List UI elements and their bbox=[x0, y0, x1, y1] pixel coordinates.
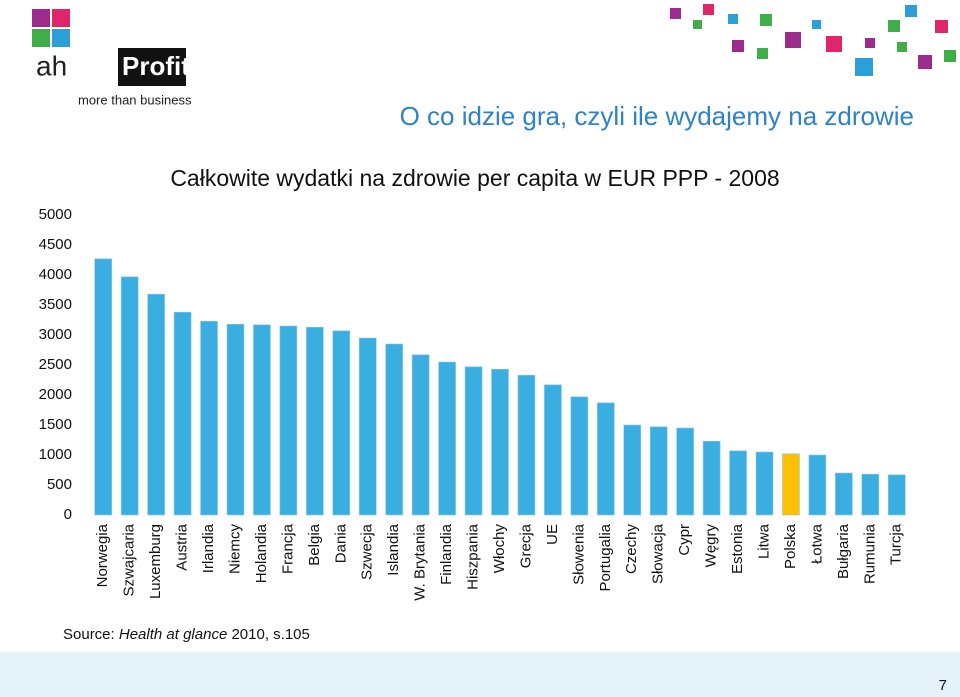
y-tick-label: 500 bbox=[47, 476, 72, 493]
chart-title: Całkowite wydatki na zdrowie per capita … bbox=[170, 165, 779, 191]
bar bbox=[676, 427, 694, 516]
bar bbox=[887, 474, 906, 516]
x-tick-label: Finlandia bbox=[438, 523, 455, 585]
x-tick-label: W. Brytania bbox=[412, 523, 429, 600]
y-tick-label: 0 bbox=[64, 506, 72, 523]
bar bbox=[173, 311, 192, 516]
bar bbox=[385, 343, 403, 516]
bar bbox=[332, 330, 351, 516]
x-tick-label: Luxemburg bbox=[147, 524, 164, 599]
logo-ah: ah bbox=[36, 50, 67, 81]
x-tick-label: Holandia bbox=[253, 523, 270, 583]
y-tick-label: 5000 bbox=[39, 206, 72, 223]
x-tick-label: Irlandia bbox=[200, 523, 217, 573]
x-tick-label: Szwecja bbox=[359, 523, 376, 580]
source-prefix: Source: bbox=[63, 626, 119, 643]
page-number: 7 bbox=[939, 677, 947, 694]
y-tick-label: 2000 bbox=[39, 386, 72, 403]
y-tick-label: 2500 bbox=[39, 356, 72, 373]
bar bbox=[702, 440, 721, 516]
x-tick-label: Niemcy bbox=[226, 524, 243, 575]
x-tick-label: Słowenia bbox=[570, 523, 587, 585]
bar bbox=[517, 374, 536, 516]
bar bbox=[411, 354, 430, 516]
bar bbox=[861, 473, 880, 516]
y-tick-label: 4000 bbox=[39, 266, 72, 283]
bar bbox=[147, 293, 165, 516]
y-tick-label: 4500 bbox=[39, 236, 72, 253]
x-tick-label: Portugalia bbox=[597, 523, 614, 591]
x-tick-label: Słowacja bbox=[650, 523, 667, 584]
source-suffix: 2010, s.105 bbox=[227, 626, 310, 643]
source: Source: Health at glance 2010, s.105 bbox=[63, 626, 310, 643]
x-tick-label: Litwa bbox=[755, 523, 772, 559]
bar bbox=[623, 424, 642, 516]
y-tick-label: 1500 bbox=[39, 416, 72, 433]
x-tick-label: Łotwa bbox=[808, 523, 825, 564]
logo-squares bbox=[32, 9, 70, 47]
x-tick-label: Bułgaria bbox=[835, 523, 852, 579]
x-tick-label: Islandia bbox=[385, 523, 402, 575]
bar bbox=[597, 402, 615, 516]
bar bbox=[649, 426, 668, 516]
bar bbox=[94, 258, 113, 516]
x-tick-label: Turcja bbox=[888, 523, 905, 565]
x-tick-label: Austria bbox=[174, 523, 191, 570]
x-tick-label: Węgry bbox=[703, 524, 720, 568]
x-tick-label: Estonia bbox=[729, 523, 746, 574]
bar bbox=[253, 324, 271, 516]
x-tick-label: Polska bbox=[782, 523, 799, 569]
bar bbox=[358, 337, 377, 516]
bar bbox=[835, 472, 853, 516]
bar bbox=[808, 454, 827, 516]
x-tick-label: Dania bbox=[332, 523, 349, 563]
bar bbox=[729, 450, 747, 516]
x-tick-label: Rumunia bbox=[861, 523, 878, 584]
logo-profit: Profit bbox=[122, 51, 190, 81]
x-tick-label: Hiszpania bbox=[465, 523, 482, 590]
y-tick-label: 3000 bbox=[39, 326, 72, 343]
x-tick-label: Belgia bbox=[306, 523, 323, 565]
x-tick-label: Włochy bbox=[491, 524, 508, 574]
bar bbox=[464, 366, 483, 516]
bar bbox=[306, 326, 324, 516]
y-tick-label: 3500 bbox=[39, 296, 72, 313]
logo-box bbox=[118, 48, 186, 86]
x-tick-label: Francja bbox=[279, 523, 296, 574]
decor-squares bbox=[670, 4, 956, 76]
bar bbox=[782, 453, 800, 516]
x-tick-label: Norwegia bbox=[94, 523, 111, 587]
tagline: more than business bbox=[78, 92, 192, 107]
x-tick-label: Szwajcaria bbox=[121, 523, 138, 596]
y-tick-label: 1000 bbox=[39, 446, 72, 463]
x-tick-label: UE bbox=[544, 524, 561, 545]
bar bbox=[438, 361, 456, 516]
source-work: Health at glance bbox=[119, 626, 227, 643]
x-tick-label: Cypr bbox=[676, 524, 693, 556]
footer-band bbox=[0, 652, 960, 697]
bar bbox=[200, 320, 218, 516]
bar bbox=[570, 396, 589, 516]
bar bbox=[120, 276, 139, 516]
bar bbox=[491, 368, 509, 516]
slide-heading: O co idzie gra, czyli ile wydajemy na zd… bbox=[400, 101, 914, 131]
x-tick-label: Czechy bbox=[623, 524, 640, 575]
x-tick-label: Grecja bbox=[517, 523, 534, 568]
bar bbox=[544, 384, 562, 516]
bar bbox=[226, 323, 245, 516]
bar bbox=[279, 325, 298, 516]
bar bbox=[755, 451, 774, 516]
